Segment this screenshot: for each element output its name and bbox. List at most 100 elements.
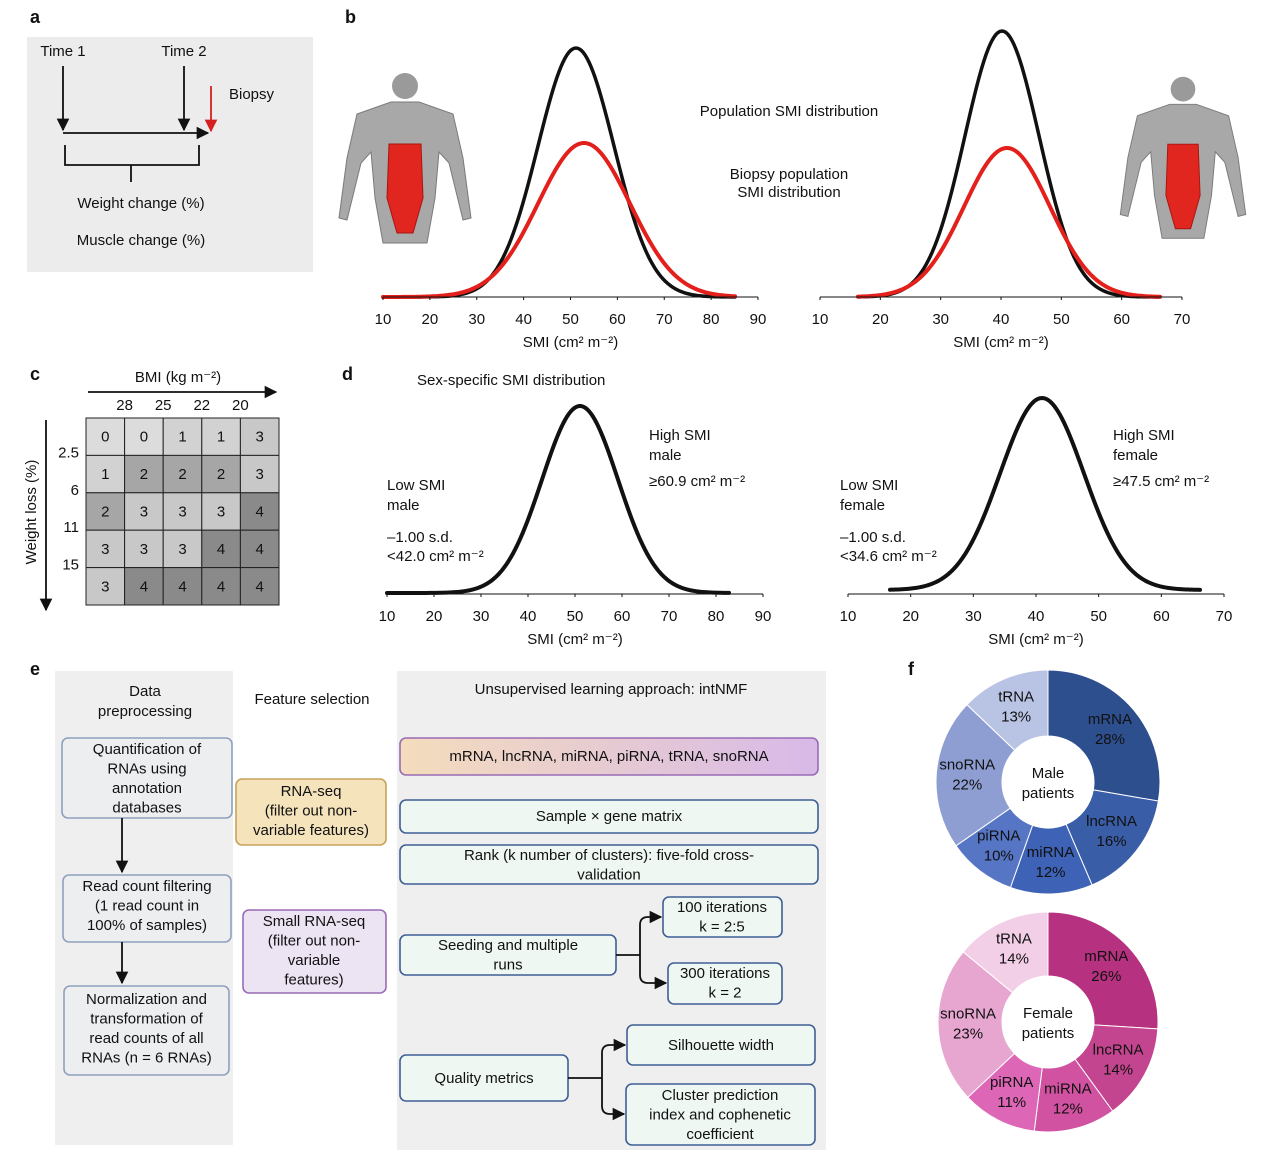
cell-value: 2 — [178, 466, 186, 483]
heatmap-cell — [162, 454, 203, 494]
step-box — [62, 874, 232, 943]
column-label: 25 — [155, 397, 172, 414]
x-tick-label: 70 — [1174, 311, 1191, 328]
panel-label: d — [342, 364, 353, 384]
bracket — [568, 1045, 625, 1079]
head — [392, 73, 418, 99]
x-tick-label: 40 — [515, 311, 532, 328]
panel-label: a — [30, 7, 41, 27]
label: female — [840, 497, 885, 514]
column-label: 28 — [116, 397, 133, 414]
cell-value: 4 — [256, 503, 264, 520]
label: mRNA, lncRNA, miRNA, piRNA, tRNA, snoRNA — [449, 748, 768, 765]
cell-value: 1 — [101, 466, 109, 483]
x-tick-label: 50 — [1090, 608, 1107, 625]
cell-value: 3 — [101, 578, 109, 595]
label: RNAs using — [107, 760, 186, 777]
x-tick-label: 70 — [661, 608, 678, 625]
box — [625, 1083, 816, 1146]
smi-curve — [385, 404, 731, 595]
label: Quality metrics — [434, 1070, 533, 1087]
label: <34.6 cm² m⁻² — [840, 548, 937, 565]
label: Time 2 — [161, 43, 206, 60]
label: Small RNA-seq — [263, 913, 366, 930]
x-tick-label: 10 — [812, 311, 829, 328]
x-tick-label: 40 — [993, 311, 1010, 328]
slice-value: 12% — [1053, 1100, 1083, 1117]
body-illustration — [338, 73, 472, 244]
feature-box — [235, 778, 387, 846]
slice-value: 12% — [1036, 864, 1066, 881]
cell-value: 2 — [101, 503, 109, 520]
label: annotation — [112, 780, 182, 797]
cell-value: 3 — [178, 541, 186, 558]
donut-slice — [937, 951, 1016, 1099]
cell-value: 4 — [178, 578, 186, 595]
axis-label: Weight loss (%) — [23, 460, 40, 565]
heatmap-cell — [124, 417, 164, 456]
label: 100% of samples) — [87, 917, 207, 934]
head — [1170, 76, 1196, 102]
slice-label: miRNA — [1027, 844, 1075, 861]
axis-label: SMI (cm² m⁻²) — [527, 631, 622, 648]
cell-value: 2 — [140, 466, 148, 483]
label: male — [387, 497, 420, 514]
x-tick-label: 40 — [520, 608, 537, 625]
x-tick-label: 60 — [1113, 311, 1130, 328]
slice-value: 10% — [984, 847, 1014, 864]
slice-value: 14% — [999, 951, 1029, 968]
x-tick-label: 50 — [1053, 311, 1070, 328]
label: (1 read count in — [95, 897, 199, 914]
slice-label: tRNA — [996, 931, 1032, 948]
label: Unsupervised learning approach: intNMF — [475, 681, 748, 698]
label: Biopsy — [229, 86, 275, 103]
label: preprocessing — [98, 703, 192, 720]
cell-value: 4 — [140, 578, 148, 595]
label: (filter out non- — [265, 802, 358, 819]
label: Weight change (%) — [77, 195, 204, 212]
cell-value: 4 — [217, 541, 225, 558]
cell-value: 3 — [256, 429, 264, 446]
x-tick-label: 60 — [609, 311, 626, 328]
label: male — [649, 447, 682, 464]
label: ≥47.5 cm² m⁻² — [1113, 473, 1209, 490]
donut-center: Male — [1032, 765, 1065, 782]
bracket — [601, 1078, 626, 1121]
label: features) — [284, 971, 343, 988]
label: variable features) — [253, 822, 369, 839]
cell-value: 4 — [256, 578, 264, 595]
feature-box — [242, 909, 387, 994]
label: Time 1 — [40, 43, 85, 60]
heatmap-cell — [239, 417, 280, 456]
label: Cluster prediction — [662, 1087, 779, 1104]
timeline — [56, 66, 210, 182]
slice-value: 16% — [1097, 833, 1127, 850]
cell-value: 3 — [256, 466, 264, 483]
label: Sex-specific SMI distribution — [417, 372, 605, 389]
donut-center: patients — [1022, 785, 1075, 802]
label: Read count filtering — [82, 878, 211, 895]
cell-value: 3 — [101, 541, 109, 558]
slice-value: 11% — [997, 1094, 1026, 1111]
heatmap-cell — [201, 492, 241, 531]
heatmap-cell — [85, 529, 126, 569]
row-label: 11 — [63, 519, 79, 536]
cell-value: 3 — [217, 503, 225, 520]
axis-label: SMI (cm² m⁻²) — [953, 334, 1048, 351]
donut-slice — [935, 703, 1016, 847]
label: female — [1113, 447, 1158, 464]
cell-value: 4 — [256, 541, 264, 558]
column-label: 20 — [232, 397, 249, 414]
label: 300 iterations — [680, 965, 770, 982]
label: k = 2:5 — [699, 918, 744, 935]
body-illustration — [1119, 76, 1247, 239]
slice-value: 28% — [1095, 731, 1125, 748]
label: Low SMI — [387, 477, 445, 494]
x-tick-label: 70 — [656, 311, 673, 328]
label: <42.0 cm² m⁻² — [387, 548, 484, 565]
heatmap-cell — [201, 454, 241, 494]
heatmap-cell — [239, 454, 280, 494]
slice-label: lncRNA — [1086, 813, 1137, 830]
label: RNA-seq — [281, 783, 342, 800]
